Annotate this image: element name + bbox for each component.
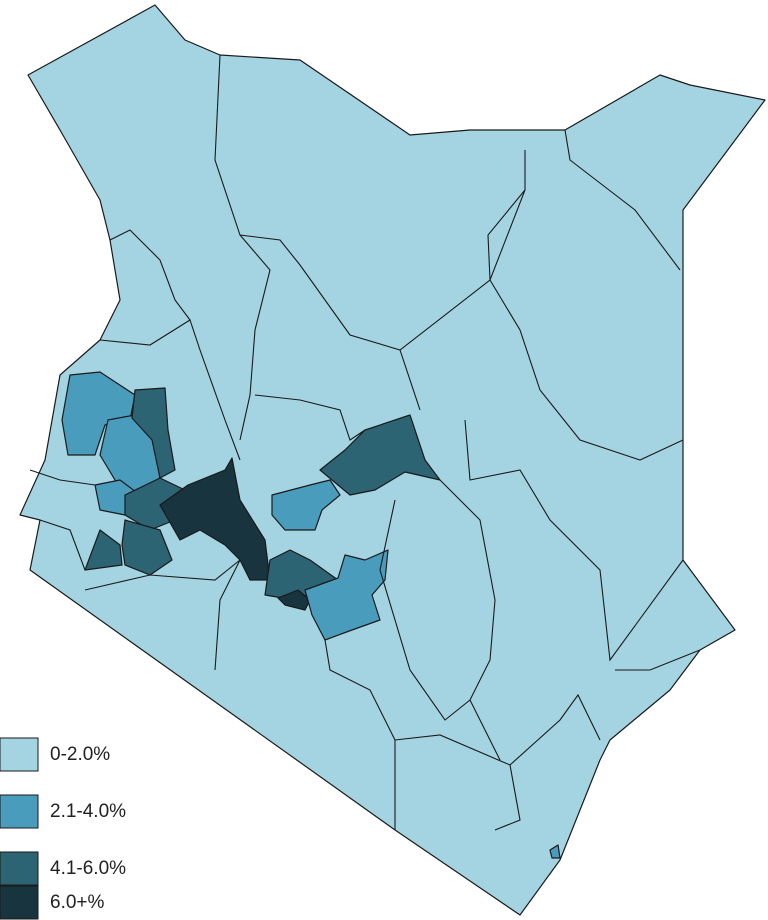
border xyxy=(39,519,86,571)
border xyxy=(464,419,684,662)
legend-label: 4.1-6.0% xyxy=(50,858,126,879)
regions xyxy=(19,4,766,916)
county xyxy=(84,529,123,571)
border xyxy=(509,693,601,766)
county xyxy=(319,414,441,496)
border xyxy=(564,129,681,271)
county xyxy=(61,371,136,456)
border xyxy=(324,639,396,830)
legend-swatch xyxy=(0,794,39,829)
border xyxy=(29,469,96,486)
legend-swatch xyxy=(0,885,39,920)
border xyxy=(489,279,684,461)
legend-swatch xyxy=(0,737,39,772)
county xyxy=(131,387,176,479)
border xyxy=(99,319,241,461)
legend-swatch xyxy=(0,851,39,886)
border xyxy=(109,229,191,321)
county xyxy=(304,549,389,641)
border xyxy=(254,394,366,441)
border xyxy=(399,349,421,411)
county xyxy=(549,844,561,859)
legend-label: 0-2.0% xyxy=(50,744,110,765)
legend-label: 2.1-4.0% xyxy=(50,801,126,822)
county xyxy=(277,589,311,611)
legend: 0-2.0% 2.1-4.0% 4.1-6.0% 6.0+% xyxy=(0,737,126,920)
border xyxy=(615,649,701,671)
border xyxy=(487,189,526,281)
border xyxy=(439,479,501,761)
border xyxy=(84,559,241,671)
border xyxy=(214,54,526,351)
border xyxy=(239,234,271,441)
borders xyxy=(29,54,701,831)
legend-label: 6.0+% xyxy=(50,892,105,913)
county xyxy=(271,479,341,531)
border xyxy=(379,499,471,721)
